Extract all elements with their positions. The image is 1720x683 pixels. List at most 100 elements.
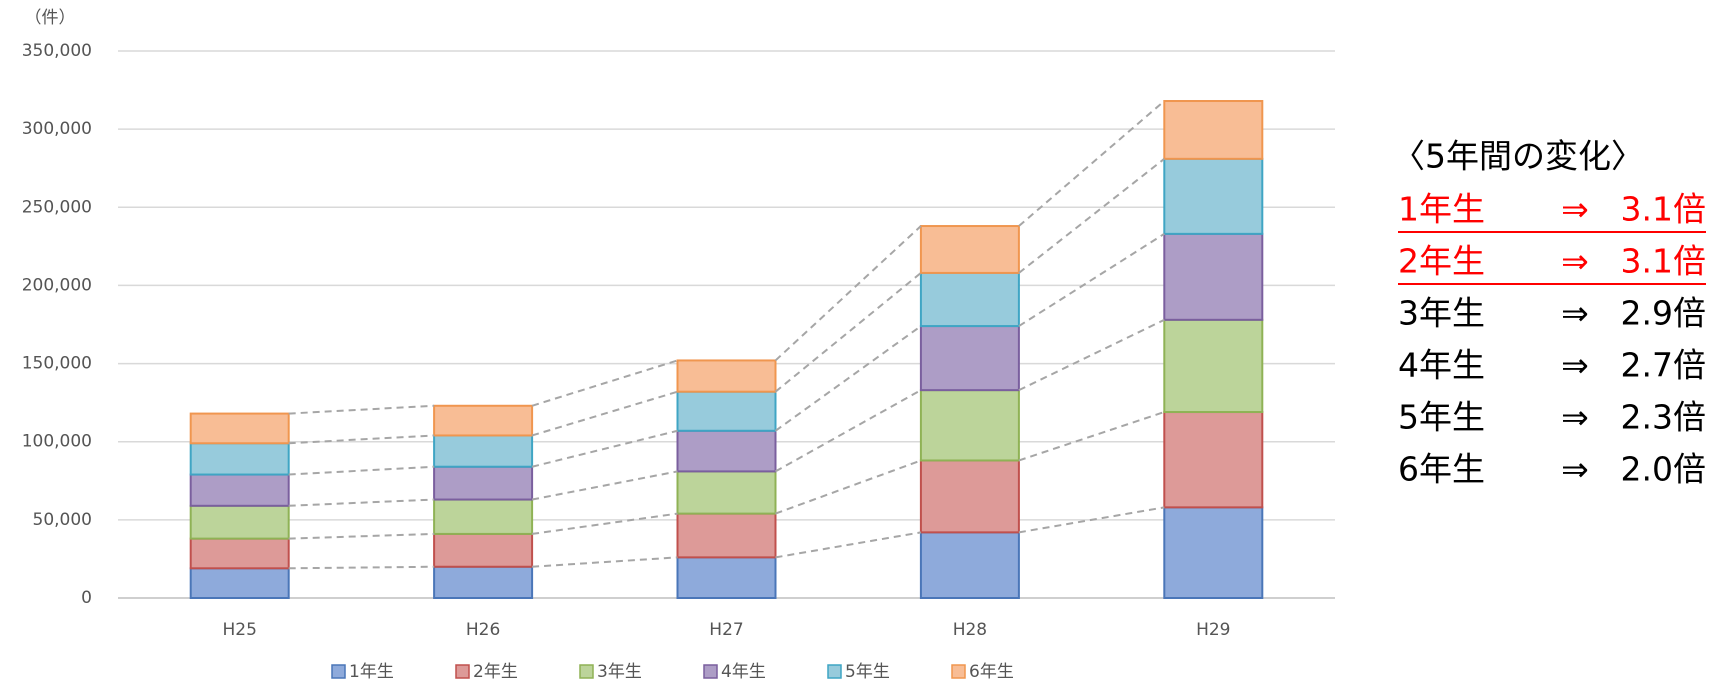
legend-label: 5年生 [845,662,890,682]
bar-segment [433,498,534,535]
bar-segment [189,442,290,476]
bar-segment [189,537,290,570]
x-tick-label: H25 [222,620,256,640]
legend-label: 1年生 [349,662,394,682]
bar-segment [919,271,1020,328]
connector-line [774,325,922,432]
bar-segment [433,565,534,600]
legend-swatch [827,664,842,679]
bar-segment [433,532,534,568]
summary-arrow: ⇒ [1561,242,1589,281]
connector-line [531,359,678,407]
summary-grade: 6年生 [1398,450,1485,489]
bar-segment [189,567,290,600]
x-tick-label: H29 [1196,620,1230,640]
bar-segment [919,389,1020,462]
summary-title: 〈5年間の変化〉 [1392,137,1644,176]
connector-line [774,225,922,362]
connector-line [1018,158,1165,274]
summary-grade: 2年生 [1398,242,1485,281]
summary-ratio: 2.7倍 [1621,346,1706,385]
y-tick-label: 0 [81,588,92,608]
x-tick-label: H27 [709,620,743,640]
legend-label: 4年生 [721,662,766,682]
connector-line [1018,411,1165,462]
summary-arrow: ⇒ [1561,450,1589,489]
connector-line [532,556,678,568]
connector-line [1018,318,1165,392]
summary-ratio: 2.3倍 [1621,398,1706,437]
legend-label: 2年生 [473,662,518,682]
summary-arrow: ⇒ [1561,294,1589,333]
summary-arrow: ⇒ [1561,346,1589,385]
legend-swatch [951,664,966,679]
legend-label: 3年生 [597,662,642,682]
bar-segment [189,412,290,445]
summary-ratio: 3.1倍 [1621,190,1706,229]
connector-line [288,565,435,570]
x-tick-label: H28 [953,620,987,640]
legend-swatch [331,664,346,679]
summary-grade: 4年生 [1398,346,1485,385]
bar-segment [433,434,534,468]
bar-segment [1163,100,1264,160]
summary-ratio: 2.0倍 [1621,450,1706,489]
summary-grade: 5年生 [1398,398,1485,437]
connector-line [531,470,678,501]
summary-ratio: 3.1倍 [1621,242,1706,281]
bar-segment [676,556,777,600]
summary-arrow: ⇒ [1561,398,1589,437]
legend-swatch [579,664,594,679]
connector-line [1018,233,1165,327]
bar-segment [676,512,777,559]
legend-label: 6年生 [969,662,1014,682]
bar-segment [433,404,534,437]
bar-segment [919,459,1020,534]
y-tick-label: 50,000 [33,510,92,530]
y-axis-label: （件） [25,8,76,28]
legend-swatch [455,664,470,679]
connector-line [288,465,435,476]
connector-line [288,498,435,507]
connector-line [531,512,678,535]
bar-segment [189,504,290,540]
connector-line [531,390,678,437]
bar-segment [919,531,1020,599]
summary-grade: 3年生 [1398,294,1485,333]
connector-line [775,459,922,515]
connector-line [531,429,678,468]
bar-segment [676,390,777,432]
y-tick-label: 100,000 [22,432,92,452]
bar-segment [1163,232,1264,321]
legend-swatch [703,664,718,679]
connector-line [1018,100,1165,227]
summary-arrow: ⇒ [1561,190,1589,229]
y-tick-label: 150,000 [22,354,92,374]
bar-segment [1163,506,1264,599]
connector-line [288,404,435,415]
y-tick-label: 300,000 [22,119,92,139]
y-tick-label: 200,000 [22,275,92,295]
bar-segment [1163,411,1264,509]
bar-segment [1163,157,1264,235]
bar-segment [189,473,290,507]
y-tick-label: 350,000 [22,41,92,61]
connector-line [774,272,922,393]
y-tick-label: 250,000 [22,197,92,217]
connector-line [288,434,435,445]
bar-segment [676,470,777,515]
connector-line [288,532,435,540]
bar-segment [919,325,1020,392]
connector-line [775,531,922,559]
bar-segment [676,429,777,473]
bar-segment [676,359,777,393]
connector-line [775,389,922,473]
bar-segment [919,225,1020,274]
connector-line [1018,506,1165,534]
bar-segment [1163,318,1264,414]
bar-segment [433,465,534,501]
summary-ratio: 2.9倍 [1621,294,1706,333]
x-tick-label: H26 [466,620,500,640]
